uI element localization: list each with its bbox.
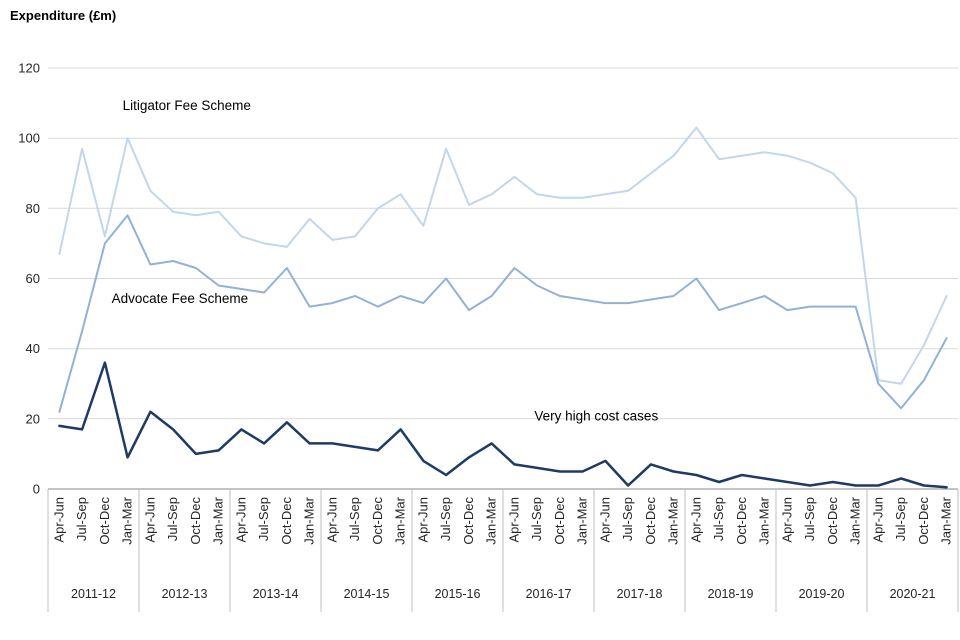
x-tick-label-jan-mar: Jan-Mar <box>393 496 408 544</box>
y-tick-label-0: 0 <box>33 482 40 497</box>
y-tick-label-20: 20 <box>26 411 40 426</box>
series-line-advocate-fee-scheme <box>58 214 948 413</box>
x-tick-label-jan-mar: Jan-Mar <box>120 496 135 544</box>
x-tick-label-oct-dec: Oct-Dec <box>97 497 112 545</box>
y-tick-label-60: 60 <box>26 271 40 286</box>
series-label-litigator-fee-scheme: Litigator Fee Scheme <box>123 98 251 113</box>
x-tick-label-jan-mar: Jan-Mar <box>302 496 317 544</box>
x-tick-label-jan-mar: Jan-Mar <box>939 496 954 544</box>
x-tick-label-oct-dec: Oct-Dec <box>916 497 931 545</box>
x-tick-label-jul-sep: Jul-Sep <box>529 497 544 541</box>
x-group-label-2014-15: 2014-15 <box>344 587 390 601</box>
x-tick-label-jan-mar: Jan-Mar <box>575 496 590 544</box>
x-tick-label-jan-mar: Jan-Mar <box>666 496 681 544</box>
x-group-label-2015-16: 2015-16 <box>435 587 481 601</box>
x-tick-label-oct-dec: Oct-Dec <box>461 497 476 545</box>
x-tick-label-oct-dec: Oct-Dec <box>643 497 658 545</box>
x-tick-label-jul-sep: Jul-Sep <box>438 497 453 541</box>
y-tick-label-40: 40 <box>26 341 40 356</box>
x-tick-label-apr-jun: Apr-Jun <box>51 497 66 543</box>
x-group-label-2012-13: 2012-13 <box>162 587 208 601</box>
x-tick-label-jul-sep: Jul-Sep <box>893 497 908 541</box>
x-tick-label-oct-dec: Oct-Dec <box>279 497 294 545</box>
x-tick-label-jan-mar: Jan-Mar <box>211 496 226 544</box>
y-tick-label-80: 80 <box>26 201 40 216</box>
series-label-advocate-fee-scheme: Advocate Fee Scheme <box>112 291 249 306</box>
x-tick-label-oct-dec: Oct-Dec <box>370 497 385 545</box>
series-line-litigator-fee-scheme <box>58 126 948 385</box>
x-tick-label-apr-jun: Apr-Jun <box>688 497 703 543</box>
x-tick-label-apr-jun: Apr-Jun <box>779 497 794 543</box>
x-tick-label-jul-sep: Jul-Sep <box>711 497 726 541</box>
x-tick-label-oct-dec: Oct-Dec <box>188 497 203 545</box>
x-tick-label-jan-mar: Jan-Mar <box>484 496 499 544</box>
x-tick-label-apr-jun: Apr-Jun <box>233 497 248 543</box>
y-tick-label-120: 120 <box>18 61 40 76</box>
x-group-label-2017-18: 2017-18 <box>617 587 663 601</box>
x-tick-label-jul-sep: Jul-Sep <box>802 497 817 541</box>
x-tick-label-jul-sep: Jul-Sep <box>620 497 635 541</box>
x-tick-label-jul-sep: Jul-Sep <box>74 497 89 541</box>
x-tick-label-oct-dec: Oct-Dec <box>734 497 749 545</box>
x-group-label-2019-20: 2019-20 <box>799 587 845 601</box>
x-tick-label-jan-mar: Jan-Mar <box>848 496 863 544</box>
x-group-label-2016-17: 2016-17 <box>526 587 572 601</box>
x-tick-label-jul-sep: Jul-Sep <box>165 497 180 541</box>
x-tick-label-apr-jun: Apr-Jun <box>142 497 157 543</box>
x-tick-label-apr-jun: Apr-Jun <box>597 497 612 543</box>
x-tick-label-apr-jun: Apr-Jun <box>324 497 339 543</box>
y-axis-title: Expenditure (£m) <box>10 8 117 23</box>
x-group-label-2020-21: 2020-21 <box>890 587 936 601</box>
series-line-very-high-cost-cases <box>58 361 948 489</box>
x-tick-label-apr-jun: Apr-Jun <box>506 497 521 543</box>
x-tick-label-oct-dec: Oct-Dec <box>552 497 567 545</box>
y-tick-label-100: 100 <box>18 131 40 146</box>
x-group-label-2018-19: 2018-19 <box>708 587 754 601</box>
x-tick-label-jul-sep: Jul-Sep <box>256 497 271 541</box>
x-group-label-2011-12: 2011-12 <box>71 587 116 601</box>
x-tick-label-oct-dec: Oct-Dec <box>825 497 840 545</box>
x-tick-label-jul-sep: Jul-Sep <box>347 497 362 541</box>
x-tick-label-apr-jun: Apr-Jun <box>870 497 885 543</box>
x-group-label-2013-14: 2013-14 <box>253 587 299 601</box>
x-tick-label-jan-mar: Jan-Mar <box>757 496 772 544</box>
x-tick-label-apr-jun: Apr-Jun <box>415 497 430 543</box>
series-label-very-high-cost-cases: Very high cost cases <box>534 409 658 424</box>
